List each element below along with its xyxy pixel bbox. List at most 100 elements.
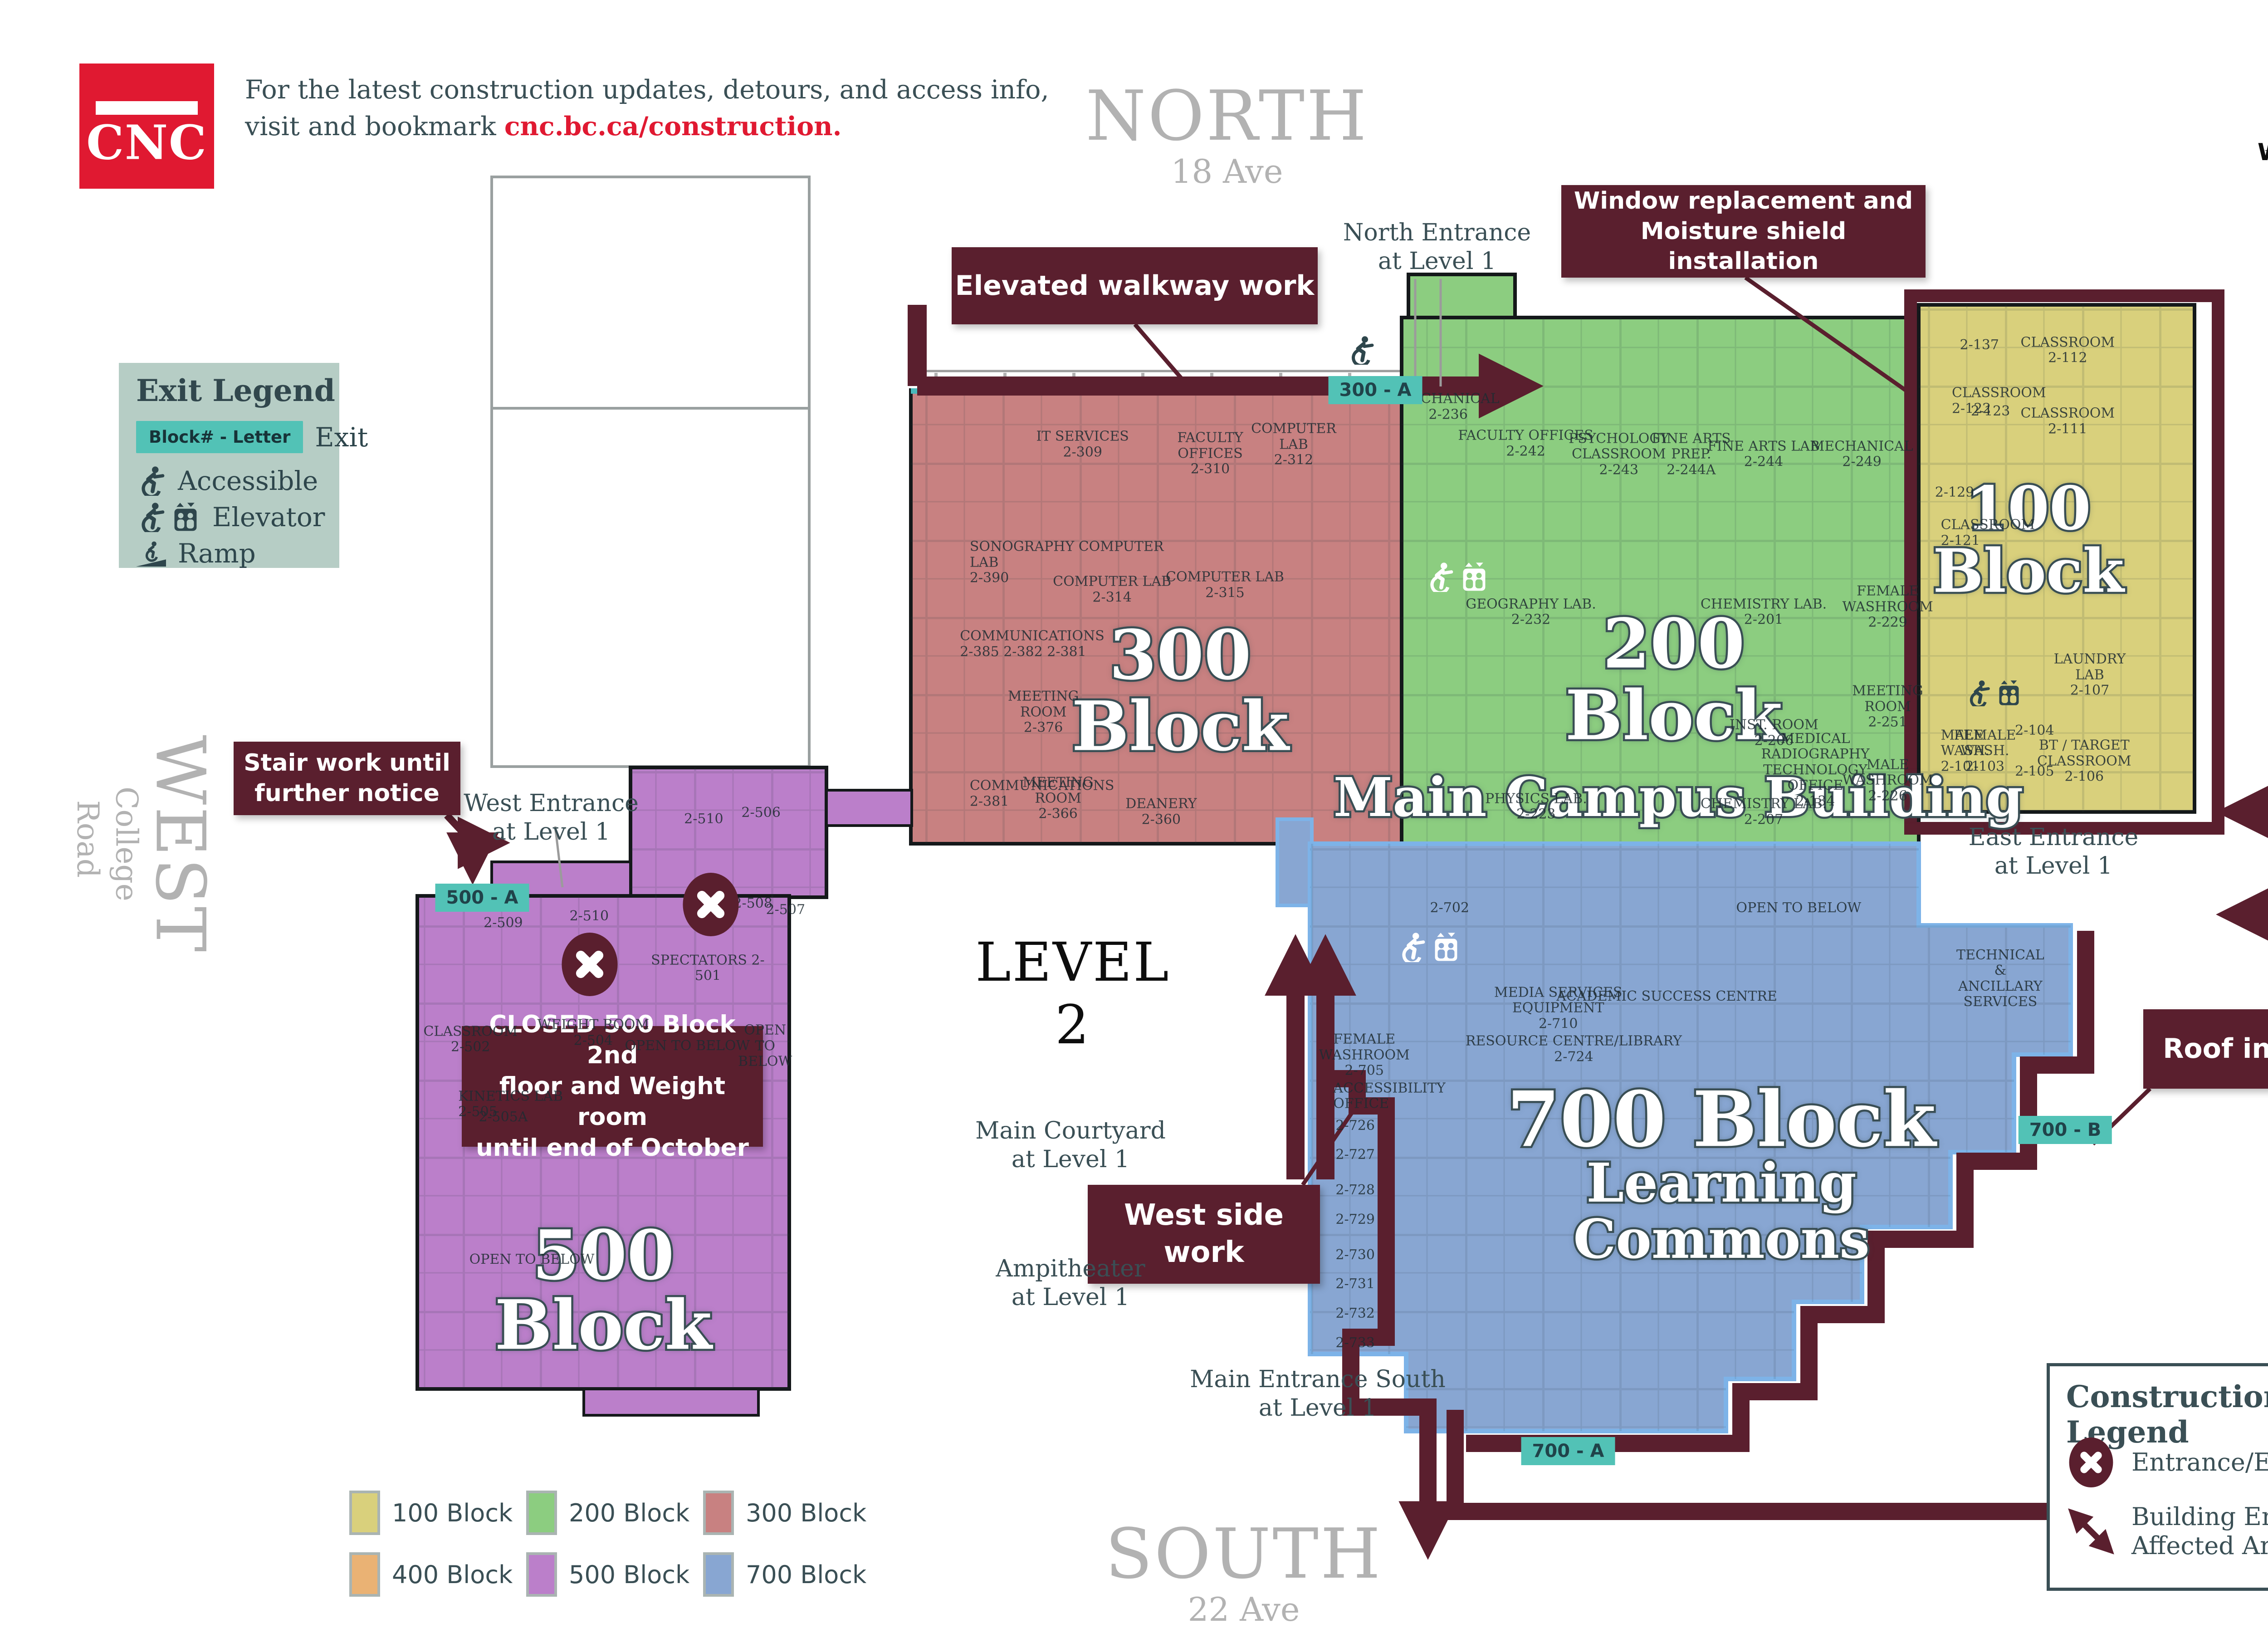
block-300-label: 300 — [1107, 615, 1253, 695]
room-label: BT / TARGET CLASSROOM 2-106 — [2037, 737, 2131, 785]
room-label: FEMALE WASH. 2-103 — [1954, 727, 2016, 775]
room-label: CLASSROOM 2-121 — [1941, 517, 2035, 549]
envelope-outline-100 — [1904, 289, 2224, 835]
room-label: COMMUNICATIONS 2-385 2-382 2-381 — [960, 628, 1105, 660]
ramp-icon — [136, 538, 166, 568]
room-label: COMPUTER LAB 2-314 — [1053, 573, 1172, 605]
room-label: CHEMISTRY LAB. 2-207 — [1700, 796, 1827, 828]
accessible-icon — [136, 502, 166, 532]
room-label: 2-726 — [1335, 1117, 1375, 1134]
room-label: CLASSROOM 2-111 — [2020, 405, 2115, 437]
accessible-icon — [1346, 336, 1375, 365]
exit-legend-row-elevator: Elevator — [136, 502, 325, 533]
room-label: CLASSROOM 2-502 — [423, 1023, 518, 1055]
room-label: RESOURCE CENTRE/LIBRARY 2-724 — [1465, 1033, 1682, 1065]
room-label: 2-510 — [569, 908, 609, 924]
room-label: FINE ARTS LAB 2-244 — [1707, 438, 1820, 470]
main-entrance-south-label: Main Entrance South at Level 1 — [1190, 1366, 1446, 1422]
block-legend-item: 400 Block — [349, 1552, 526, 1597]
room-label: INST. ROOM 2-206 — [1729, 717, 1818, 749]
room-label: LAUNDRY LAB 2-107 — [2053, 651, 2126, 699]
construction-url-link[interactable]: cnc.bc.ca/construction. — [504, 111, 842, 142]
room-label: MALE WASH. 2-101 — [1941, 727, 1989, 775]
room-label: FINE ARTS PREP. 2-244A — [1652, 430, 1731, 478]
room-label: 2-508 — [733, 895, 772, 911]
block-500-label: 500 — [530, 1215, 676, 1296]
room-label: GEOGRAPHY LAB. 2-232 — [1466, 596, 1596, 628]
north-entrance-label: North Entrance at Level 1 — [1343, 219, 1531, 275]
entrance-closed-icon — [558, 930, 621, 1001]
room-label: CLASSROOM 2-112 — [2020, 334, 2115, 366]
block-300-rooms: IT SERVICES 2-309 FACULTY OFFICES 2-310 CO… — [911, 390, 1402, 844]
room-label: FACULTY OFFICES 2-310 — [1177, 430, 1243, 477]
room-label: MEETING ROOM 2-376 — [1007, 688, 1079, 736]
exit-badge: 700 - A — [1521, 1437, 1615, 1465]
accessible-elevator-icons — [1425, 562, 1489, 592]
room-label: FEMALE WASHROOM 2-705 — [1319, 1031, 1410, 1079]
accessible-elevator-icons — [1397, 932, 1461, 962]
exit-legend: Exit Legend Block# - Letter Exit Accessi… — [119, 363, 368, 569]
main-campus-building-label: Main Campus Building — [1331, 765, 2025, 829]
room-label: 2-728 — [1335, 1182, 1375, 1198]
entrance-leaders — [554, 279, 1442, 888]
elevator-icon — [171, 502, 200, 532]
room-label: 2-509 — [484, 914, 523, 931]
block-legend-label: 300 Block — [746, 1498, 867, 1527]
block-color-swatch — [526, 1491, 557, 1535]
block-legend-item: 300 Block — [703, 1491, 880, 1535]
compass-w: W — [2258, 139, 2268, 166]
room-label: KINETICS LAB 2-505 — [458, 1088, 563, 1120]
block-700-label: 700 Block — [1505, 1074, 1938, 1164]
room-label: MEETING ROOM 2-366 — [1022, 774, 1094, 822]
construction-legend: Construction Legend Entrance/Exit Closed… — [2047, 1363, 2268, 1591]
block-color-legend: 100 Block 200 Block 300 Block 400 Block 500 … — [349, 1491, 880, 1597]
room-label: IT SERVICES 2-309 — [1036, 428, 1129, 460]
block-color-swatch — [526, 1552, 557, 1597]
room-label: CHEMISTRY LAB. 2-201 — [1700, 596, 1827, 628]
callout-window-replacement: Window replacement and Moisture shield in… — [1561, 185, 1926, 278]
room-label: MEDIA SERVICES EQUIPMENT 2-710 — [1494, 984, 1623, 1032]
accessible-icon — [1397, 932, 1427, 962]
room-label: OPEN TO BELOW — [1736, 900, 1862, 916]
exit-badge: 500 - A — [435, 884, 529, 912]
exit-legend-row-ramp: Ramp — [136, 538, 256, 569]
compass-rose: N E S W — [2257, 50, 2268, 249]
construction-paths — [444, 276, 2268, 1560]
main-courtyard-label: Main Courtyard at Level 1 — [975, 1117, 1166, 1173]
accessible-icon — [1346, 336, 1375, 365]
block-color-swatch — [349, 1491, 380, 1535]
room-label: MALE WASHROOM 2-226 — [1842, 757, 1933, 804]
block-200-rooms: MECHANICAL 2-236 FACULTY OFFICES 2-242 PSY… — [1397, 318, 1933, 844]
room-label: 2-702 — [1430, 900, 1470, 916]
block-100-label: Block — [1931, 536, 2126, 606]
block-700-label: Learning — [1584, 1151, 1859, 1214]
room-label: 2-507 — [766, 901, 806, 918]
room-label: PSYCHOLOGY CLASSROOM 2-243 — [1569, 430, 1669, 478]
exit-legend-row-exit: Block# - Letter Exit — [136, 421, 368, 453]
room-label: 2-123 — [1970, 403, 2010, 419]
room-label: DEANERY 2-360 — [1125, 796, 1197, 827]
room-label: TECHNICAL & ANCILLARY SERVICES — [1956, 947, 2044, 1010]
block-100 — [1904, 289, 2224, 835]
room-label: MECHANICAL 2-249 — [1810, 438, 1913, 470]
room-label: ACADEMIC SUCCESS CENTRE — [1556, 988, 1777, 1004]
west-entrance-label: West Entrance at Level 1 — [464, 790, 639, 846]
cnc-logo-text: CNC — [86, 114, 207, 171]
elevator-icon — [1431, 932, 1461, 962]
block-500-label: Block — [493, 1285, 714, 1365]
ampitheater-label: Ampitheater at Level 1 — [996, 1255, 1145, 1311]
callout-elevated-walkway: Elevated walkway work — [952, 247, 1318, 324]
room-label: 2-732 — [1335, 1305, 1375, 1321]
construction-info-text: For the latest construction updates, det… — [245, 75, 1049, 142]
block-legend-label: 200 Block — [569, 1498, 690, 1527]
block-100-rooms: CLASSROOM 2-112 CLASSROOM 2-111 CLASSROOM … — [1919, 305, 2195, 812]
block-500-rooms: CLASSROOM 2-502 KINETICS LAB 2-505 2-505A W… — [417, 768, 826, 1415]
room-label: 2-733 — [1335, 1335, 1375, 1351]
accessible-icon — [1425, 562, 1455, 592]
room-label: 2-727 — [1335, 1147, 1375, 1163]
exit-badge: 300 - A — [1328, 376, 1422, 404]
block-300-label: Block — [1070, 686, 1291, 767]
cnc-logo-bar — [95, 101, 198, 115]
room-label: 2-104 — [2015, 722, 2054, 738]
room-label: 2-129 — [1935, 484, 1975, 500]
